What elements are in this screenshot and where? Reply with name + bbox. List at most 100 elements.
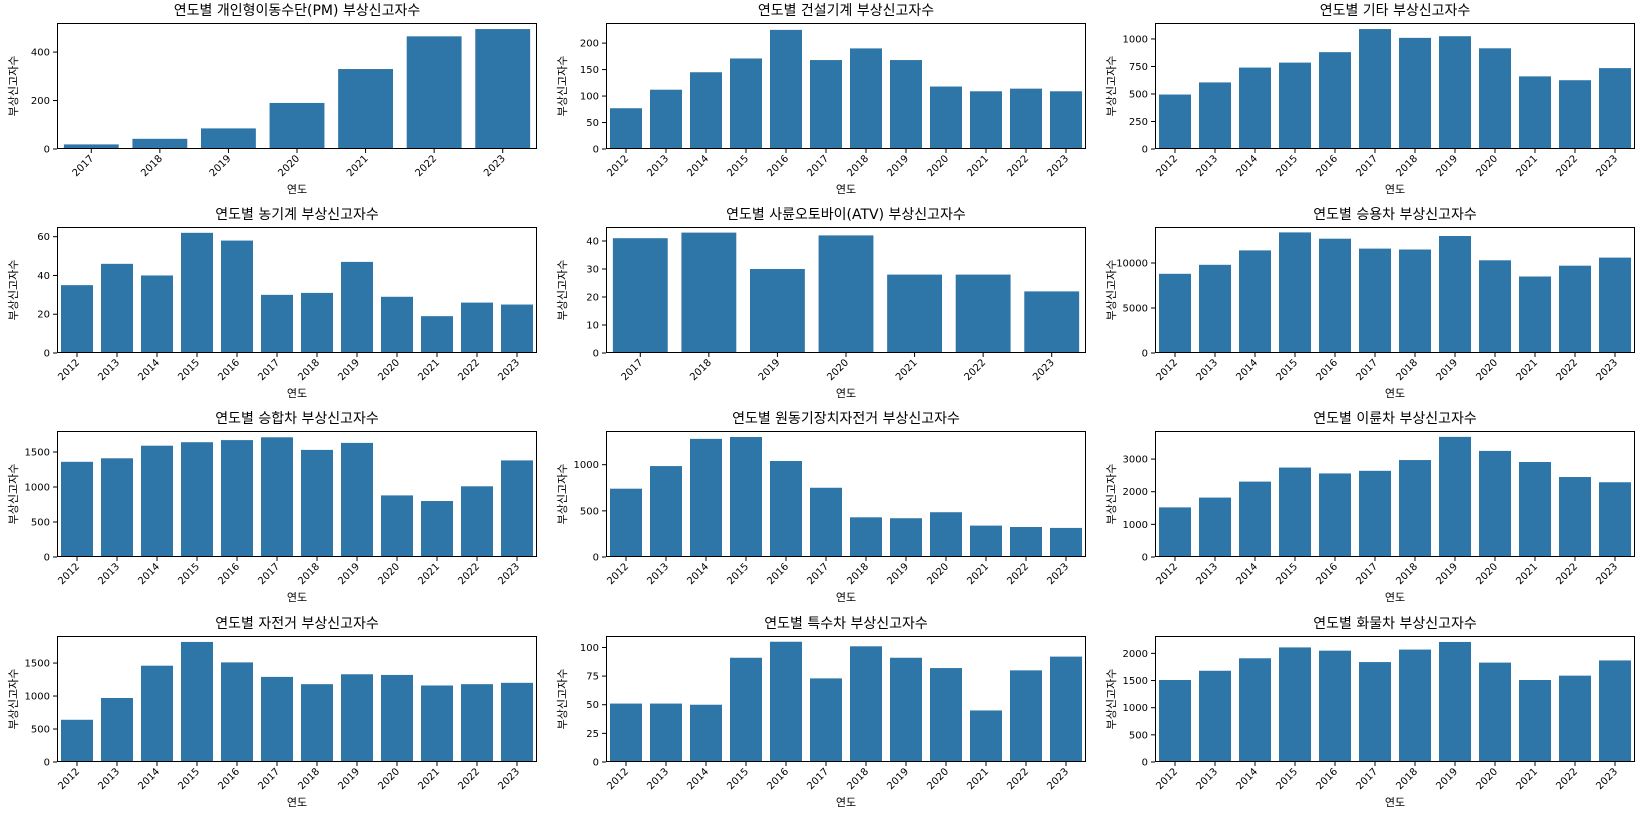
y-axis-label: 부상신고자수: [7, 669, 20, 730]
bar: [1439, 236, 1471, 353]
bar: [406, 36, 462, 149]
bar: [1599, 660, 1631, 762]
bar: [1159, 94, 1191, 149]
chart-title: 연도별 승용차 부상신고자수: [1313, 207, 1477, 223]
bar: [1319, 52, 1351, 149]
x-tick-label: 2021: [1514, 153, 1540, 179]
y-tick-label: 1500: [1123, 676, 1148, 687]
y-tick-label: 0: [593, 349, 599, 360]
x-tick-label: 2019: [885, 766, 911, 792]
x-tick-label: 2021: [965, 766, 991, 792]
x-tick-label: 2014: [1234, 561, 1260, 587]
chart-title: 연도별 건설기계 부상신고자수: [758, 3, 934, 19]
plot-frame: [1155, 431, 1635, 557]
y-tick-label: 0: [1142, 758, 1148, 769]
bar: [1559, 477, 1591, 557]
x-tick-label: 2014: [136, 766, 162, 792]
x-tick-label: 2019: [1434, 357, 1460, 383]
y-axis-label: 부상신고자수: [1105, 464, 1118, 525]
x-tick-label: 2021: [416, 766, 442, 792]
x-tick-label: 2020: [925, 766, 951, 792]
x-tick-label: 2019: [336, 357, 362, 383]
bar: [610, 703, 642, 762]
y-tick-label: 10: [586, 321, 599, 332]
bar: [1439, 36, 1471, 149]
bar: [141, 275, 173, 353]
bar: [501, 682, 533, 762]
y-tick-label: 1500: [25, 659, 50, 670]
y-tick-label: 150: [580, 65, 599, 76]
bar: [1559, 675, 1591, 762]
y-tick-label: 40: [37, 271, 50, 282]
bar: [261, 294, 293, 353]
bar: [1359, 248, 1391, 353]
bar: [1050, 527, 1082, 557]
bar: [690, 438, 722, 557]
y-tick-label: 1000: [25, 692, 50, 703]
x-tick-label: 2018: [296, 766, 322, 792]
x-tick-label: 2016: [765, 766, 791, 792]
y-axis-label: 부상신고자수: [1105, 669, 1118, 730]
y-tick-label: 200: [580, 39, 599, 50]
bar: [181, 641, 213, 762]
y-tick-label: 30: [586, 265, 599, 276]
x-axis-label: 연도: [1385, 387, 1405, 400]
x-tick-label: 2022: [1554, 153, 1580, 179]
bar: [770, 29, 802, 150]
x-tick-label: 2021: [894, 357, 920, 383]
plot-frame: [57, 227, 537, 353]
x-axis-label: 연도: [287, 183, 307, 196]
x-tick-label: 2015: [176, 561, 202, 587]
bar: [301, 292, 333, 353]
x-tick-label: 2012: [56, 561, 82, 587]
x-tick-label: 2023: [1594, 153, 1620, 179]
y-tick-label: 250: [1129, 117, 1148, 128]
x-tick-label: 2020: [1474, 153, 1500, 179]
y-axis-label: 부상신고자수: [556, 669, 569, 730]
bar: [1599, 257, 1631, 353]
y-tick-label: 500: [31, 725, 50, 736]
x-tick-label: 2012: [1154, 357, 1180, 383]
x-tick-label: 2020: [376, 357, 402, 383]
bar: [1439, 436, 1471, 557]
bar: [221, 240, 253, 353]
bar: [1559, 265, 1591, 353]
x-tick-label: 2014: [685, 766, 711, 792]
bar: [1319, 238, 1351, 353]
bar: [810, 487, 842, 557]
chart-title: 연도별 화물차 부상신고자수: [1313, 616, 1477, 632]
bar: [1279, 647, 1311, 762]
x-tick-label: 2013: [96, 766, 122, 792]
x-tick-label: 2016: [1314, 561, 1340, 587]
y-tick-label: 100: [580, 643, 599, 654]
y-tick-label: 500: [1129, 730, 1148, 741]
x-tick-label: 2019: [1434, 766, 1460, 792]
x-axis-label: 연도: [1385, 591, 1405, 604]
y-tick-label: 0: [1142, 145, 1148, 156]
x-tick-label: 2012: [605, 766, 631, 792]
x-tick-label: 2022: [1005, 766, 1031, 792]
bar: [690, 704, 722, 762]
bar: [141, 445, 173, 557]
bar: [341, 442, 373, 557]
x-tick-label: 2023: [496, 357, 522, 383]
y-tick-label: 2000: [1123, 649, 1148, 660]
x-tick-label: 2013: [1194, 561, 1220, 587]
bar: [1359, 29, 1391, 149]
bar: [850, 646, 882, 762]
bar: [887, 274, 942, 353]
x-tick-label: 2014: [1234, 153, 1260, 179]
bar: [890, 60, 922, 150]
bar: [1199, 82, 1231, 149]
x-tick-label: 2015: [1274, 153, 1300, 179]
x-tick-label: 2019: [1434, 561, 1460, 587]
y-tick-label: 75: [586, 672, 599, 683]
x-tick-label: 2023: [496, 766, 522, 792]
x-tick-label: 2018: [1394, 766, 1420, 792]
bar: [818, 235, 874, 353]
x-tick-label: 2012: [56, 357, 82, 383]
bar: [1024, 291, 1080, 353]
bar: [421, 501, 453, 557]
x-tick-label: 2022: [413, 153, 439, 179]
bar: [301, 684, 333, 762]
